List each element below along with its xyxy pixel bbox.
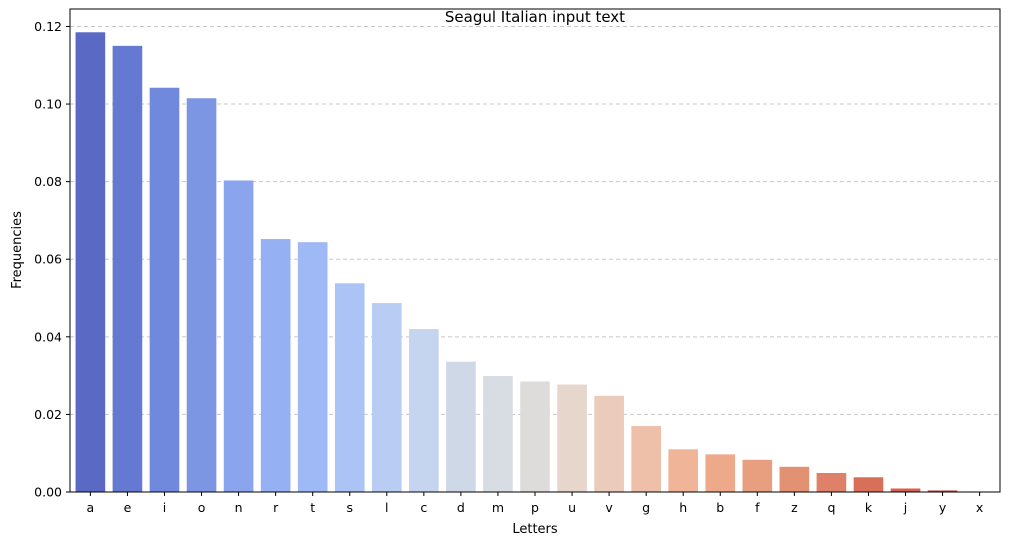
bar-s [334,283,365,492]
bar-o [186,98,217,492]
x-tick-label: z [791,500,798,515]
bar-d [446,361,476,492]
x-tick-label: y [939,500,947,515]
x-tick-label: x [976,500,983,515]
bar-n [223,180,254,492]
y-axis: 0.00 0.02 0.04 0.06 0.08 0.10 0.12 [34,19,70,500]
x-tick-label: f [755,500,760,515]
bar-m [483,376,513,492]
x-axis-label: Letters [512,522,558,537]
x-tick-label: l [385,500,388,515]
x-tick-label: q [827,500,835,515]
bar-h [668,449,699,492]
x-tick-label: n [235,500,243,515]
x-tick-label: a [87,500,95,515]
x-tick-label: e [124,500,132,515]
bar-j [890,488,921,492]
bar-f [742,459,773,492]
bar-q [816,472,847,492]
bar-b [705,454,736,492]
y-tick-label: 0.06 [34,252,62,267]
x-tick-label: b [716,500,724,515]
x-tick-label: r [273,500,279,515]
x-tick-label: h [679,500,687,515]
x-tick-label: c [420,500,427,515]
y-tick-label: 0.00 [34,485,62,500]
bar-a [75,32,106,493]
chart-title: Seagul Italian input text [445,8,625,26]
bar-e [112,45,143,493]
x-tick-label: k [865,500,873,515]
x-tick-label: s [346,500,353,515]
bar-u [557,384,587,492]
bar-t [297,242,328,492]
x-tick-label: d [457,500,465,515]
bar-y [927,490,958,492]
bar-c [409,329,439,492]
x-tick-label: o [198,500,206,515]
y-tick-label: 0.12 [34,19,62,34]
y-tick-label: 0.08 [34,174,62,189]
bar-g [631,426,661,492]
bar-z [779,466,810,492]
bar-r [260,239,291,492]
y-tick-label: 0.10 [34,97,62,112]
y-tick-label: 0.04 [34,329,62,344]
x-tick-label: i [163,500,166,515]
x-tick-label: p [531,500,539,515]
y-axis-label: Frequencies [10,211,25,289]
bars [75,32,995,493]
bar-p [520,381,550,492]
x-tick-label: m [492,500,504,515]
bar-v [594,395,624,492]
x-tick-label: u [568,500,576,515]
x-tick-label: v [605,500,613,515]
bar-i [149,87,180,493]
x-tick-label: g [642,500,650,515]
bar-k [853,477,884,492]
x-tick-label: j [903,500,907,515]
bar-l [371,303,402,492]
y-tick-label: 0.02 [34,407,62,422]
x-tick-label: t [310,500,315,515]
